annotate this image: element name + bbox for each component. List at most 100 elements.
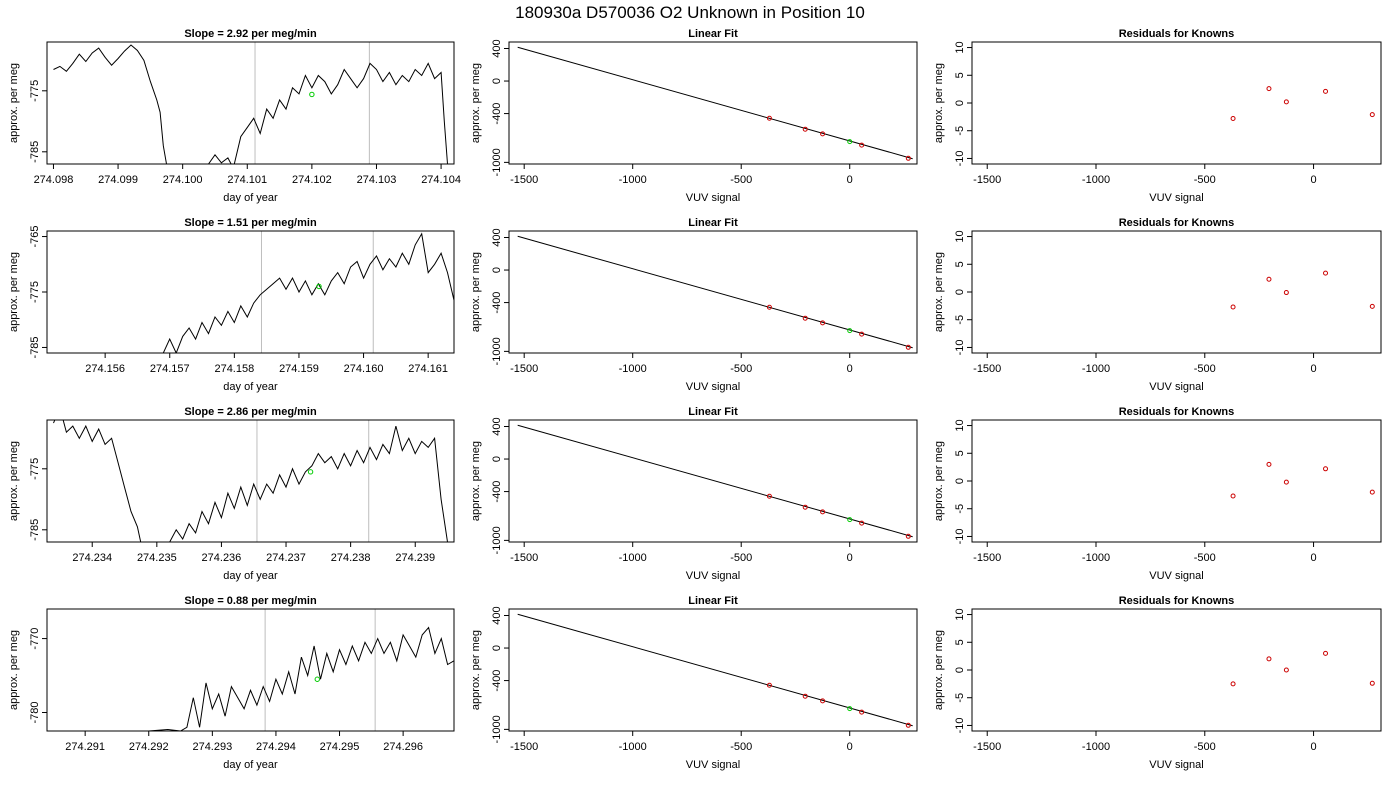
y-tick-label: -5: [954, 126, 966, 136]
y-tick-label: -1000: [491, 715, 503, 743]
plot-area: [1230, 461, 1375, 499]
x-tick-label: -1500: [973, 363, 1001, 375]
y-tick-label: 0: [491, 645, 503, 651]
panel-title: Residuals for Knowns: [1119, 406, 1235, 418]
chart-panel-7: Slope = 2.86 per meg/min 274.234 274.235 27…: [8, 406, 455, 582]
x-axis-label: VUV signal: [686, 759, 740, 771]
x-axis-label: day of year: [223, 570, 278, 582]
unknown-point: [316, 283, 322, 290]
plot-frame: [971, 41, 1382, 165]
unknown-point: [847, 328, 853, 334]
x-tick-label: 274.292: [129, 741, 169, 753]
panel-title: Residuals for Knowns: [1119, 28, 1235, 40]
y-tick-label: -785: [29, 519, 41, 541]
y-axis-label: approx. per meg: [470, 252, 482, 332]
plot-area: [1230, 650, 1375, 687]
x-tick-label: -500: [1194, 363, 1216, 375]
x-tick-label: 0: [847, 552, 853, 564]
x-axis-label: day of year: [223, 759, 278, 771]
known-point: [1283, 99, 1289, 105]
y-tick-label: -10: [954, 529, 966, 545]
y-tick-label: 400: [491, 606, 503, 624]
y-tick-label: 400: [491, 228, 503, 246]
unknown-point: [847, 139, 853, 145]
y-tick-label: -5: [954, 693, 966, 703]
known-point: [1323, 270, 1329, 276]
x-tick-label: -1000: [619, 363, 647, 375]
known-point: [1369, 489, 1375, 495]
known-point: [1283, 667, 1289, 673]
known-point: [1266, 461, 1272, 467]
plot-frame: [46, 41, 455, 165]
known-point: [766, 493, 772, 499]
y-tick-label: 0: [491, 456, 503, 462]
y-axis-label: approx. per meg: [470, 441, 482, 521]
plot-area: [517, 235, 913, 350]
y-tick-label: 400: [491, 417, 503, 435]
x-tick-label: 0: [1310, 174, 1316, 186]
known-point: [1266, 656, 1272, 662]
y-tick-label: -400: [491, 670, 503, 692]
known-point: [859, 142, 865, 148]
known-point: [1266, 86, 1272, 92]
y-tick-label: 0: [954, 289, 966, 295]
x-tick-label: -1000: [619, 552, 647, 564]
x-tick-label: -1000: [1082, 363, 1110, 375]
y-tick-label: -5: [954, 504, 966, 514]
plot-area: [162, 231, 454, 353]
x-tick-label: 274.158: [214, 363, 254, 375]
plot-frame: [508, 230, 918, 354]
x-tick-label: -1500: [510, 552, 538, 564]
x-axis-label: VUV signal: [1149, 381, 1203, 393]
known-point: [1230, 493, 1236, 499]
y-axis-label: approx. per meg: [933, 630, 945, 710]
x-tick-label: 274.098: [34, 174, 74, 186]
fit-line: [517, 46, 913, 160]
y-tick-label: -775: [29, 281, 41, 303]
y-tick-label: -775: [29, 80, 41, 102]
unknown-point: [847, 517, 853, 523]
known-point: [766, 304, 772, 310]
known-point: [802, 315, 808, 321]
y-axis-label: approx. per meg: [470, 63, 482, 143]
panel-title: Slope = 2.86 per meg/min: [184, 406, 317, 418]
signal-trace: [162, 232, 454, 353]
y-tick-label: 10: [954, 419, 966, 431]
x-tick-label: -1000: [1082, 174, 1110, 186]
x-tick-label: 274.236: [202, 552, 242, 564]
plot-frame: [971, 419, 1382, 543]
y-tick-label: 0: [954, 100, 966, 106]
known-point: [820, 131, 826, 137]
x-tick-label: -1500: [973, 552, 1001, 564]
x-tick-label: -500: [1194, 552, 1216, 564]
x-tick-label: -500: [1194, 174, 1216, 186]
y-tick-label: 0: [491, 78, 503, 84]
known-point: [905, 722, 911, 728]
y-tick-label: -10: [954, 340, 966, 356]
chart-panel-12: Residuals for Knowns -1500 -1000 -500 0 10 5 0 -…: [933, 595, 1382, 771]
panel-title: Linear Fit: [688, 595, 738, 607]
x-tick-label: 274.159: [279, 363, 319, 375]
y-tick-label: -765: [29, 226, 41, 248]
plot-area: [53, 420, 448, 542]
plot-area: [117, 609, 454, 731]
x-tick-label: 0: [847, 174, 853, 186]
x-tick-label: 274.235: [137, 552, 177, 564]
fit-line: [517, 424, 913, 538]
y-tick-label: -1000: [491, 526, 503, 554]
known-point: [1230, 681, 1236, 687]
known-point: [1283, 290, 1289, 296]
x-tick-label: 274.294: [256, 741, 296, 753]
panel-title: Slope = 1.51 per meg/min: [184, 217, 317, 229]
unknown-point: [309, 91, 315, 98]
x-tick-label: 274.156: [85, 363, 125, 375]
x-tick-label: -500: [1194, 741, 1216, 753]
x-tick-label: -500: [730, 741, 752, 753]
chart-panel-10: Slope = 0.88 per meg/min 274.291 274.292 27…: [8, 595, 455, 771]
unknown-point: [307, 469, 314, 475]
panel-title: Linear Fit: [688, 406, 738, 418]
plot-frame: [508, 419, 918, 543]
plot-frame: [46, 230, 455, 354]
chart-panel-1: Slope = 2.92 per meg/min 274.098 274.099 27…: [8, 28, 461, 204]
known-point: [802, 693, 808, 699]
